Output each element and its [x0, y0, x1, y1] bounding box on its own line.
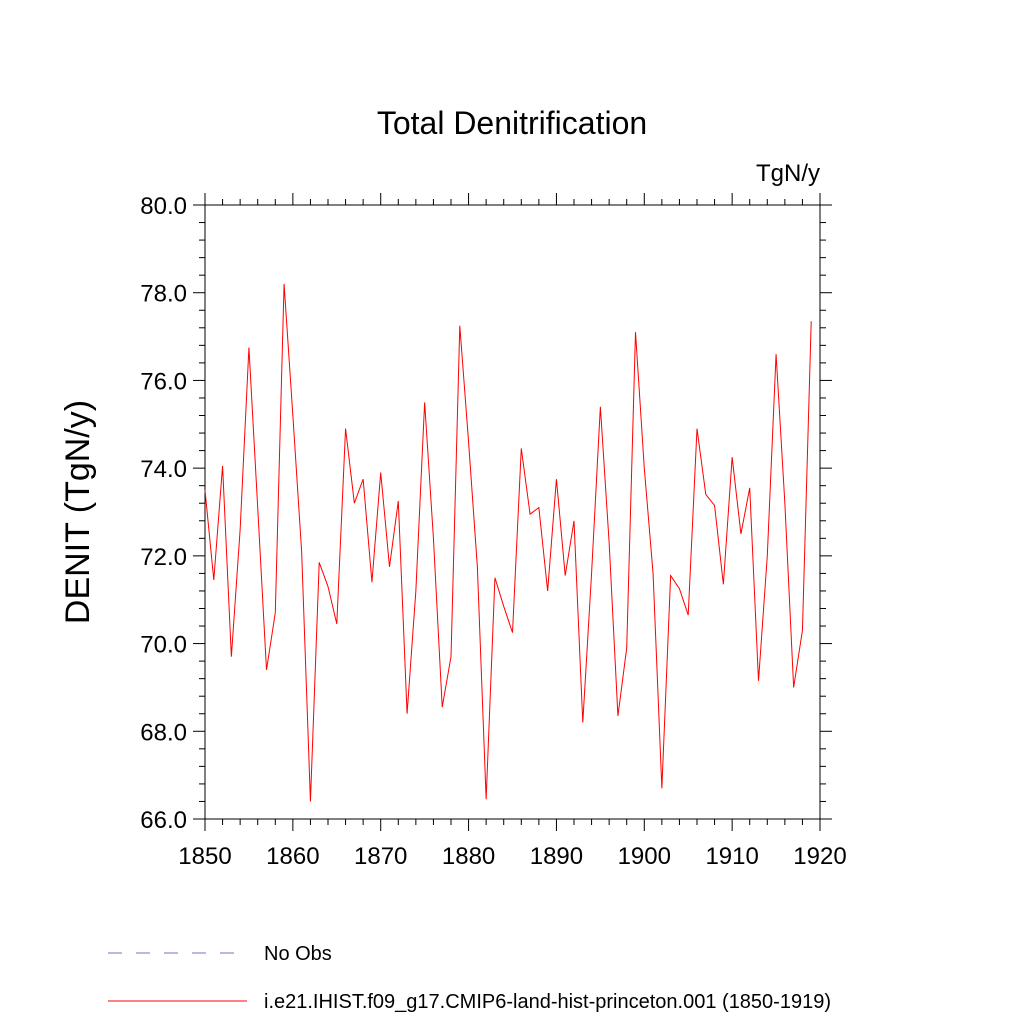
y-tick-label: 80.0: [140, 193, 187, 220]
y-axis-label: DENIT (TgN/y): [59, 400, 97, 624]
x-tick-label: 1870: [354, 843, 407, 870]
y-tick-label: 74.0: [140, 456, 187, 483]
axes: 1850 1860 1870 1880 1890 1900 1910 1920 66.0 68.0…: [140, 193, 847, 870]
legend-no-obs-label: No Obs: [264, 943, 332, 965]
chart-title: Total Denitrification: [377, 105, 647, 141]
x-tick-label: 1910: [705, 843, 758, 870]
y-tick-label: 68.0: [140, 719, 187, 746]
x-tick-label: 1890: [530, 843, 583, 870]
series-line: [204, 283, 812, 802]
plot-frame: [204, 204, 821, 820]
x-tick-label: 1850: [178, 843, 231, 870]
x-tick-label: 1900: [618, 843, 671, 870]
x-tick-label: 1920: [793, 843, 846, 870]
x-tick-label: 1860: [266, 843, 319, 870]
plot-area: [204, 283, 812, 802]
y-tick-label: 76.0: [140, 368, 187, 395]
legend: No Obs i.e21.IHIST.f09_g17.CMIP6-land-his…: [108, 943, 831, 1013]
x-tick-label: 1880: [442, 843, 495, 870]
y-tick-label: 66.0: [140, 807, 187, 834]
units-label: TgN/y: [756, 160, 820, 187]
y-tick-label: 72.0: [140, 544, 187, 571]
y-tick-label: 70.0: [140, 632, 187, 659]
y-tick-label: 78.0: [140, 281, 187, 308]
legend-model-label: i.e21.IHIST.f09_g17.CMIP6-land-hist-prin…: [264, 991, 831, 1013]
